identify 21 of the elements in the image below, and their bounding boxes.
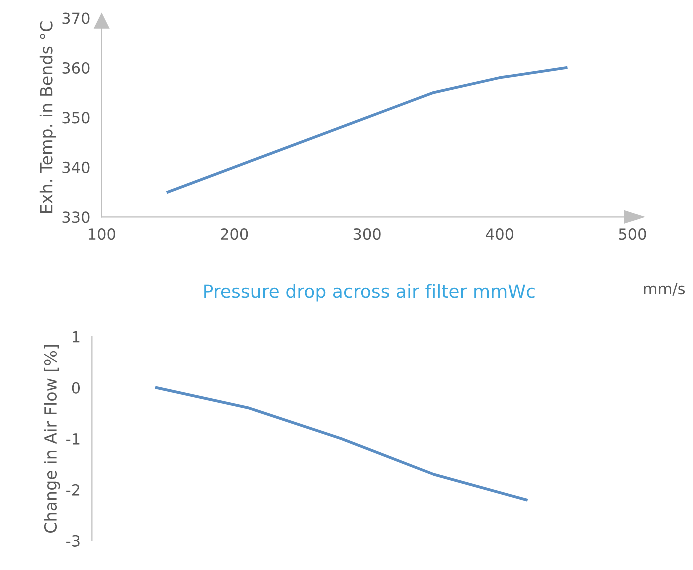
y-tick-label: -1 (66, 434, 80, 445)
x-tick-label: 200 (221, 228, 248, 240)
y-tick-label: 350 (62, 112, 90, 124)
y-tick-label: 370 (62, 12, 90, 24)
x-tick-label: 100 (88, 228, 116, 240)
chart-title: Pressure drop across air filter mmWc (204, 284, 535, 302)
x-tick-label: 300 (354, 228, 381, 240)
y-tick-label: 0 (72, 382, 80, 394)
y-tick-label: -2 (66, 484, 80, 496)
y-tick-label: 1 (73, 332, 80, 343)
y-axis-title: Change in Air Flow [%] (44, 345, 60, 533)
x-axis-title: mm/s (644, 283, 686, 296)
x-tick-label: 400 (486, 228, 514, 240)
y-axis-title: Exh. Temp. in Bends °C (40, 22, 56, 213)
line-series (155, 386, 528, 502)
y-tick-label: 340 (62, 162, 90, 174)
y-tick-label: 330 (62, 212, 90, 224)
y-tick-label: 360 (62, 62, 90, 74)
y-tick-label: -3 (66, 535, 80, 547)
x-tick-label: 500 (619, 228, 646, 240)
line-series (166, 66, 568, 194)
